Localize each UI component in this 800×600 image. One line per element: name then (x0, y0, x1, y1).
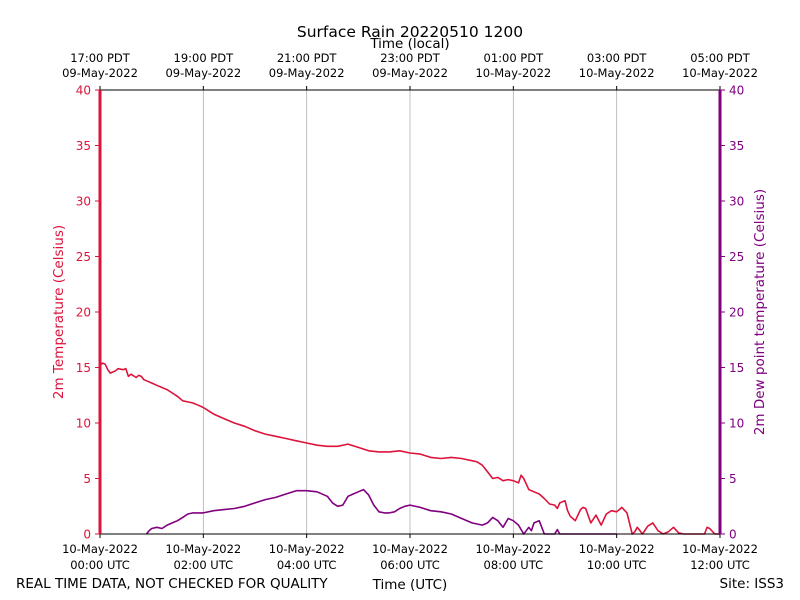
top-tick-label-time: 21:00 PDT (277, 51, 338, 65)
y-tick-label-left: 20 (76, 306, 91, 320)
top-tick-label-time: 23:00 PDT (380, 51, 441, 65)
x-tick-label-date: 10-May-2022 (165, 542, 241, 556)
x-tick-label-time: 08:00 UTC (484, 558, 544, 572)
x-tick-label-time: 12:00 UTC (690, 558, 750, 572)
x-tick-label-date: 10-May-2022 (372, 542, 448, 556)
x-tick-label-time: 02:00 UTC (174, 558, 234, 572)
grid-lines (202, 90, 618, 534)
x-tick-label-date: 10-May-2022 (682, 542, 758, 556)
y-tick-label-right: 25 (729, 250, 744, 264)
dewpoint-line (145, 488, 617, 535)
chart-title: Surface Rain 20220510 1200 (297, 23, 523, 41)
x-tick-label-time: 00:00 UTC (70, 558, 130, 572)
top-tick-label-date: 10-May-2022 (579, 66, 655, 80)
y-tick-label-right: 0 (729, 528, 737, 542)
x-tick-label-date: 10-May-2022 (62, 542, 138, 556)
top-axis-label: Time (local) (369, 36, 449, 52)
y-tick-label-right: 40 (729, 84, 744, 98)
top-tick-label-time: 17:00 PDT (70, 51, 131, 65)
top-tick-label-date: 09-May-2022 (165, 66, 241, 80)
x-axis-label: Time (UTC) (372, 577, 448, 593)
x-tick-label-date: 10-May-2022 (475, 542, 551, 556)
x-tick-label-time: 10:00 UTC (587, 558, 647, 572)
y-tick-label-right: 30 (729, 195, 744, 209)
top-tick-label-time: 05:00 PDT (690, 51, 751, 65)
y-tick-label-right: 10 (729, 417, 744, 431)
y-tick-label-left: 10 (76, 417, 91, 431)
x-tick-label-date: 10-May-2022 (579, 542, 655, 556)
y-tick-label-right: 20 (729, 306, 744, 320)
x-tick-label-time: 06:00 UTC (380, 558, 440, 572)
top-tick-label-time: 01:00 PDT (484, 51, 545, 65)
y-axis-label-right: 2m Dew point temperature (Celsius) (752, 189, 768, 435)
y-tick-label-right: 15 (729, 361, 744, 375)
axis-ticks: 10-May-2022 00:00 UTC 10-May-2022 02:00 UTC… (62, 51, 758, 572)
top-tick-label-time: 03:00 PDT (587, 51, 648, 65)
quality-disclaimer: REAL TIME DATA, NOT CHECKED FOR QUALITY (16, 576, 328, 592)
temperature-line (99, 362, 720, 535)
y-tick-label-left: 5 (83, 472, 91, 486)
x-tick-label-time: 04:00 UTC (277, 558, 337, 572)
y-tick-label-left: 15 (76, 361, 91, 375)
top-tick-label-date: 10-May-2022 (682, 66, 758, 80)
y-tick-label-left: 35 (76, 139, 91, 153)
top-tick-label-date: 09-May-2022 (372, 66, 448, 80)
site-label: Site: ISS3 (720, 576, 784, 592)
x-tick-label-date: 10-May-2022 (269, 542, 345, 556)
top-tick-label-time: 19:00 PDT (174, 51, 235, 65)
top-tick-label-date: 09-May-2022 (269, 66, 345, 80)
y-tick-label-left: 25 (76, 250, 91, 264)
y-axis-label-left: 2m Temperature (Celsius) (51, 225, 67, 399)
y-tick-label-left: 0 (83, 528, 91, 542)
y-tick-label-right: 35 (729, 139, 744, 153)
top-tick-label-date: 10-May-2022 (475, 66, 551, 80)
y-tick-label-right: 5 (729, 472, 737, 486)
top-tick-label-date: 09-May-2022 (62, 66, 138, 80)
y-tick-label-left: 40 (76, 84, 91, 98)
y-tick-label-left: 30 (76, 195, 91, 209)
